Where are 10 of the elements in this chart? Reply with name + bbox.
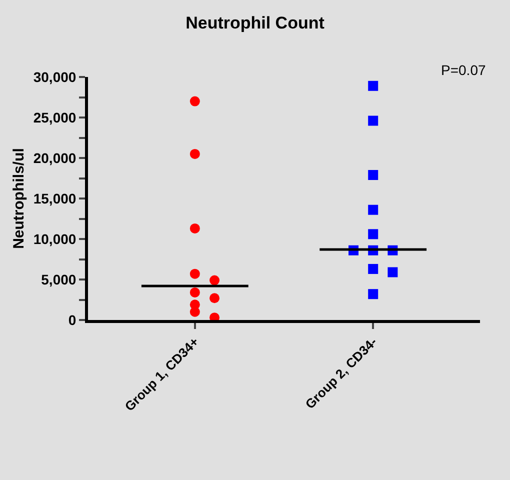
y-axis-title: Neutrophils/ul <box>10 148 28 249</box>
y-tick-label: 30,000 <box>33 68 76 85</box>
y-tick-label: 25,000 <box>33 109 76 126</box>
chart-title: Neutrophil Count <box>186 14 325 33</box>
y-tick-label: 0 <box>68 312 76 328</box>
y-tick-label: 5,000 <box>41 271 76 288</box>
y-tick-label: 10,000 <box>33 230 76 247</box>
y-tick-label: 20,000 <box>33 150 76 166</box>
annotation: P=0.07 <box>441 62 486 78</box>
y-tick-label: 15,000 <box>33 190 76 206</box>
